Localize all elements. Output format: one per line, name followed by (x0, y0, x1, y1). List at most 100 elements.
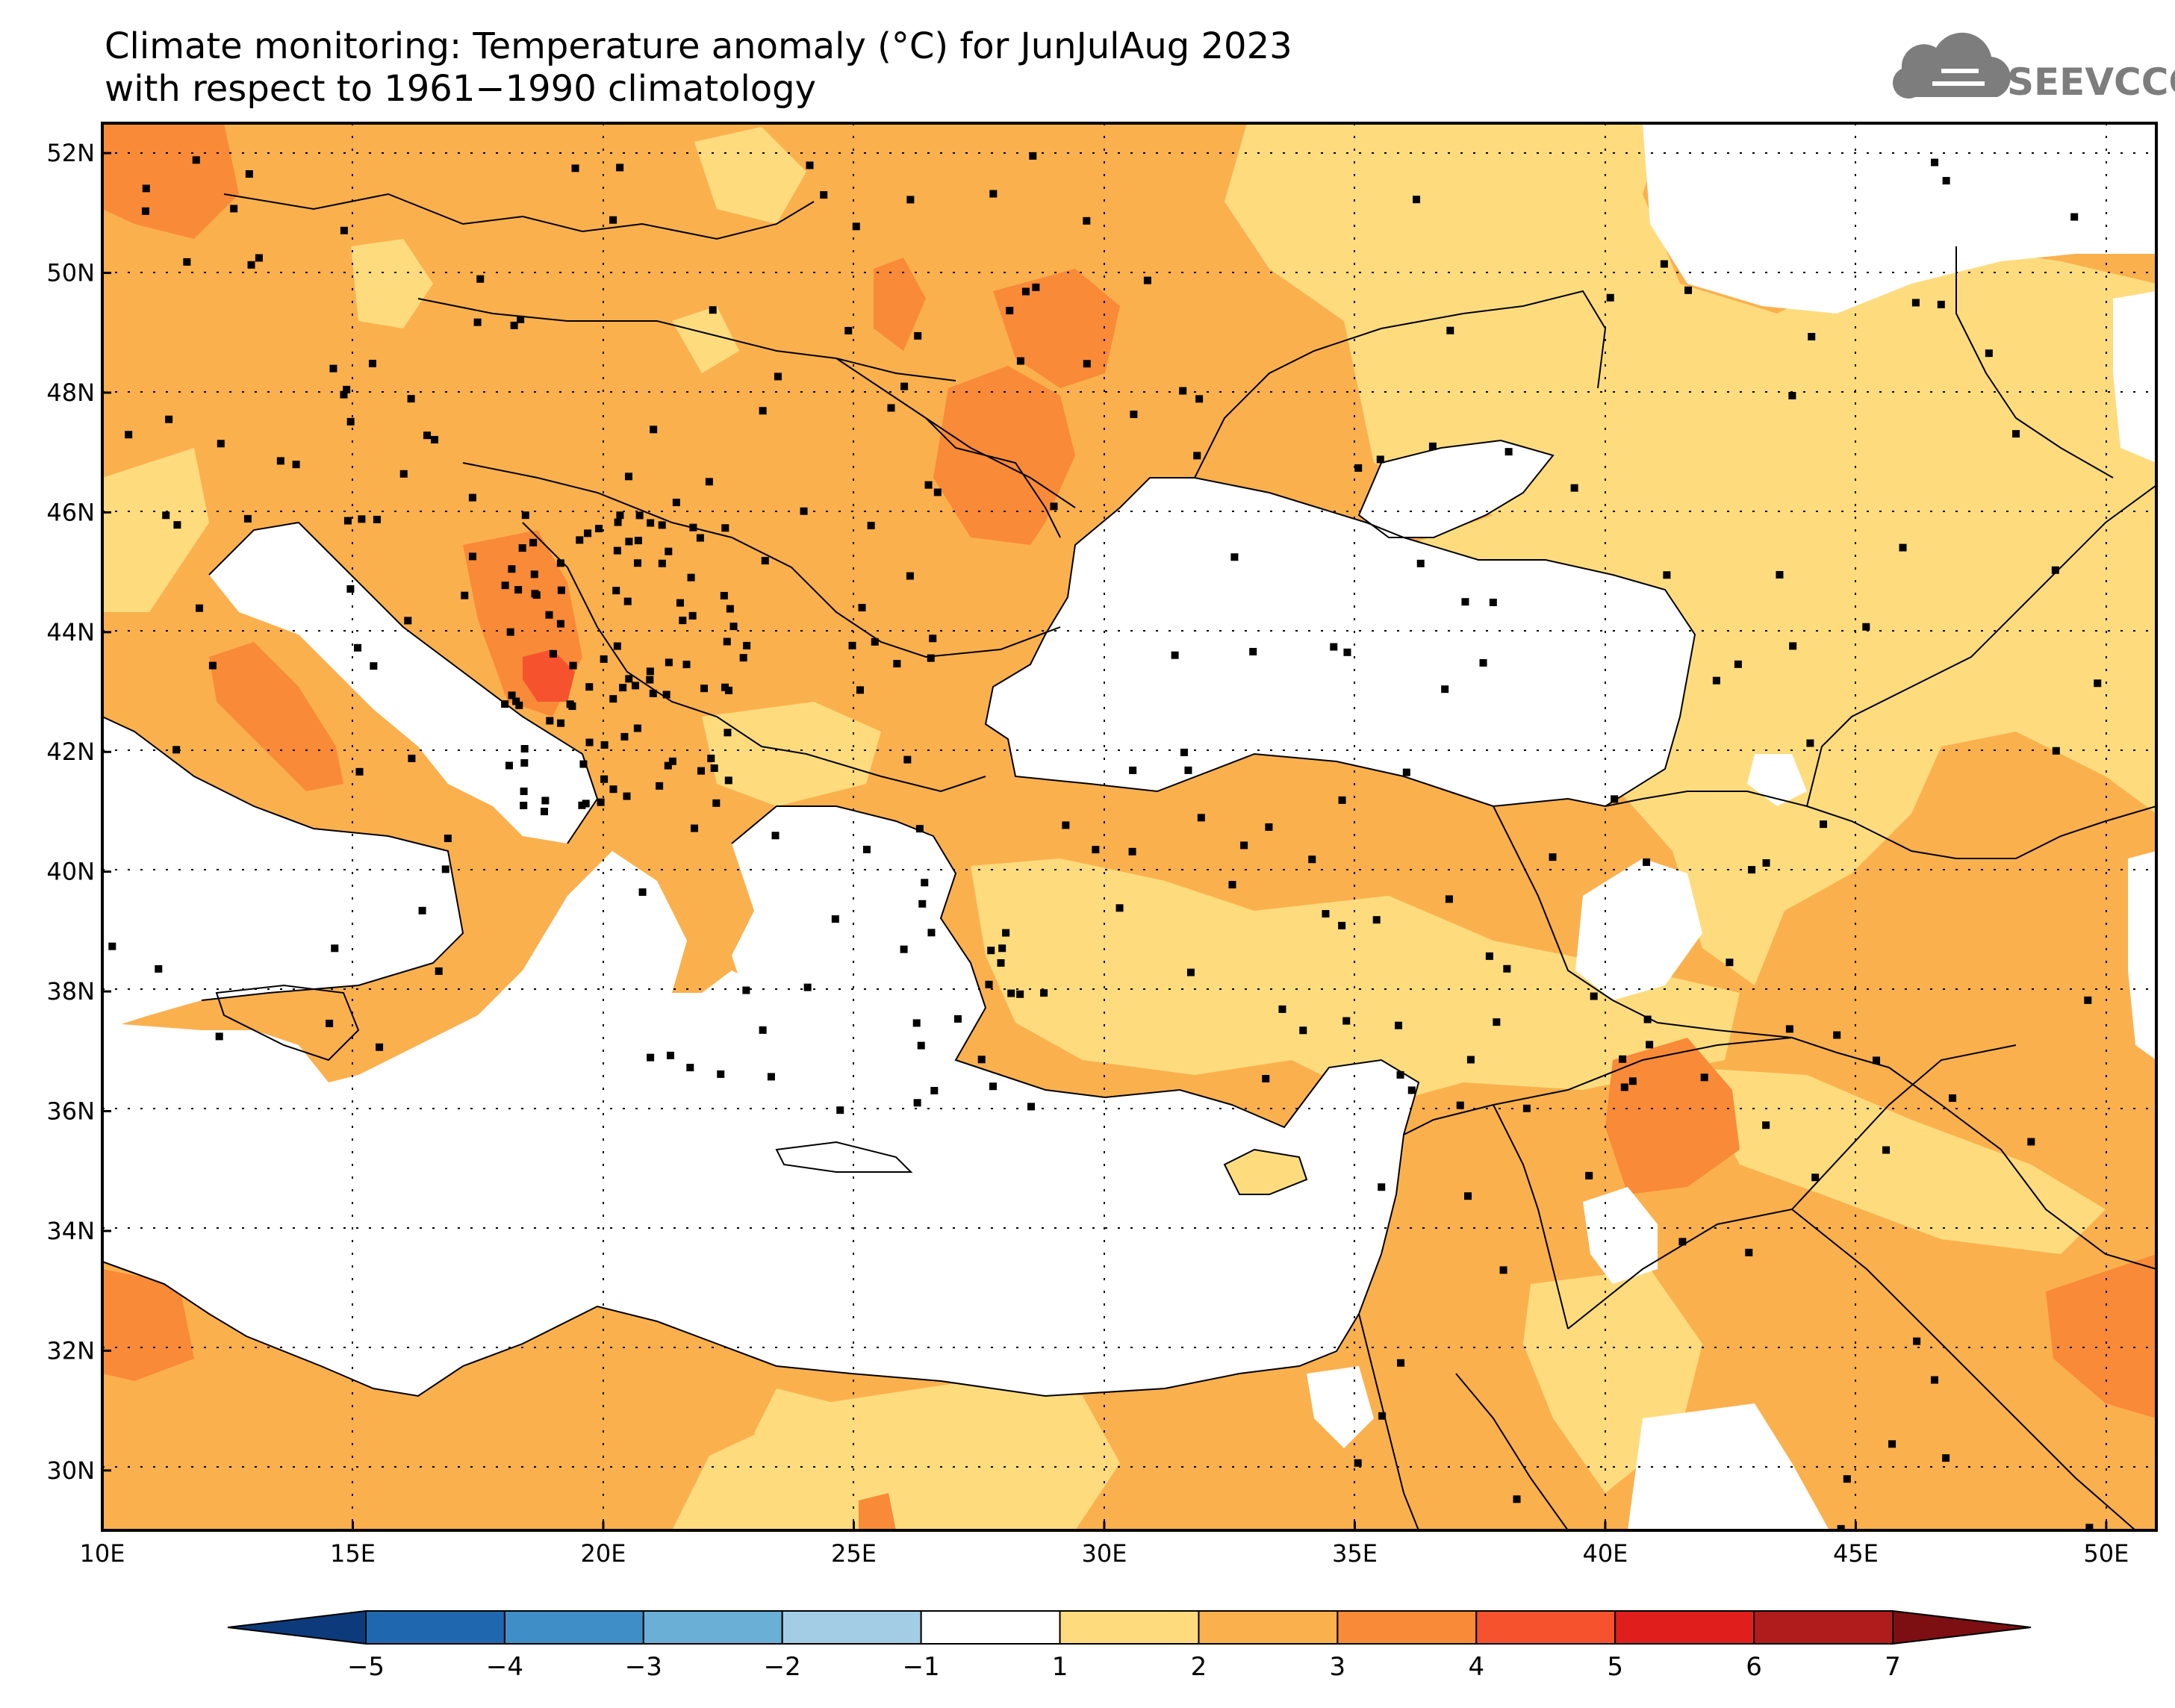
station-marker (1378, 1183, 1386, 1191)
station-marker (1590, 992, 1598, 1000)
colorbar-extend-low (227, 1609, 367, 1645)
station-marker (473, 318, 482, 326)
station-marker (183, 258, 191, 266)
station-marker (545, 611, 553, 619)
figure-title-line2: with respect to 1961−1990 climatology (105, 68, 816, 110)
station-marker (245, 170, 253, 178)
station-marker (667, 1051, 675, 1059)
station-marker (476, 275, 485, 283)
lon-tick-label: 30E (1081, 1539, 1127, 1568)
station-marker (1032, 283, 1040, 291)
station-marker (1808, 333, 1816, 341)
station-marker (1663, 571, 1671, 579)
station-marker (820, 191, 828, 199)
station-marker (914, 331, 922, 340)
station-marker (501, 700, 509, 708)
station-marker (1083, 216, 1091, 225)
station-marker (243, 514, 252, 523)
station-marker (1240, 841, 1248, 850)
station-marker (668, 757, 676, 765)
station-marker (687, 573, 695, 582)
colorbar-label: −5 (347, 1652, 385, 1682)
station-marker (512, 697, 520, 705)
station-marker (1354, 1459, 1362, 1467)
station-markers (108, 152, 2102, 1530)
station-marker (343, 517, 352, 525)
station-marker (656, 782, 664, 790)
station-marker (806, 161, 814, 169)
station-marker (759, 407, 767, 415)
colorbar-label: 1 (1052, 1652, 1068, 1682)
station-marker (906, 572, 914, 580)
station-marker (1620, 1083, 1628, 1091)
station-marker (1833, 1031, 1841, 1039)
colorbar-label: −2 (764, 1652, 801, 1682)
station-marker (1299, 1026, 1307, 1035)
station-marker (1485, 952, 1493, 960)
station-marker (1712, 676, 1720, 685)
colorbar-bin (1614, 1610, 1755, 1645)
station-marker (1873, 1056, 1881, 1065)
station-marker (856, 686, 864, 694)
station-marker (614, 518, 622, 526)
station-marker (930, 1086, 939, 1094)
station-marker (1911, 299, 1920, 307)
station-marker (649, 689, 657, 697)
station-marker (162, 511, 170, 520)
station-marker (578, 801, 586, 809)
station-marker (1899, 543, 1907, 552)
station-marker (557, 719, 565, 727)
station-marker (717, 1070, 725, 1078)
station-marker (407, 395, 415, 403)
station-marker (724, 776, 732, 785)
station-marker (689, 523, 697, 532)
station-marker (1643, 1015, 1652, 1023)
station-marker (1643, 858, 1651, 866)
station-marker (1395, 1021, 1403, 1029)
station-marker (549, 649, 557, 658)
station-marker (1228, 881, 1236, 889)
station-marker (1660, 260, 1668, 268)
station-marker (625, 537, 633, 546)
station-marker (435, 967, 443, 975)
station-marker (848, 641, 856, 649)
station-marker (1197, 814, 1205, 822)
station-marker (1888, 1440, 1896, 1448)
station-marker (631, 682, 639, 690)
station-marker (927, 929, 936, 937)
station-marker (192, 156, 200, 164)
station-marker (292, 461, 300, 469)
station-marker (1549, 853, 1557, 861)
station-marker (989, 190, 998, 198)
station-marker (933, 488, 942, 496)
station-marker (705, 478, 713, 486)
station-marker (1128, 847, 1136, 855)
station-marker (771, 832, 780, 840)
colorbar-bin (920, 1610, 1061, 1645)
station-marker (1628, 1077, 1637, 1085)
station-marker (725, 686, 733, 694)
lat-tick-label: 30N (46, 1456, 95, 1485)
station-marker (844, 326, 853, 334)
station-marker (215, 1032, 223, 1041)
station-marker (546, 717, 554, 725)
colorbar-label: 2 (1191, 1652, 1207, 1682)
station-marker (665, 547, 673, 555)
station-marker (696, 534, 704, 542)
station-marker (1180, 748, 1188, 756)
station-marker (918, 900, 927, 908)
station-marker (1513, 1495, 1521, 1503)
station-marker (686, 1064, 694, 1072)
station-marker (444, 835, 452, 843)
station-marker (1029, 152, 1037, 160)
station-marker (141, 207, 149, 215)
station-marker (915, 825, 924, 833)
station-marker (508, 691, 516, 699)
latitude-axis: 52N 50N 48N 46N 44N 42N 40N 38N 36N 34N 32N 30N (46, 139, 111, 1485)
station-marker (1785, 1025, 1793, 1033)
station-marker (600, 741, 609, 749)
seevccc-logo: SEEVCCC (1892, 32, 2175, 104)
station-marker (1265, 823, 1273, 831)
station-marker (917, 1041, 925, 1050)
station-marker (743, 641, 751, 649)
